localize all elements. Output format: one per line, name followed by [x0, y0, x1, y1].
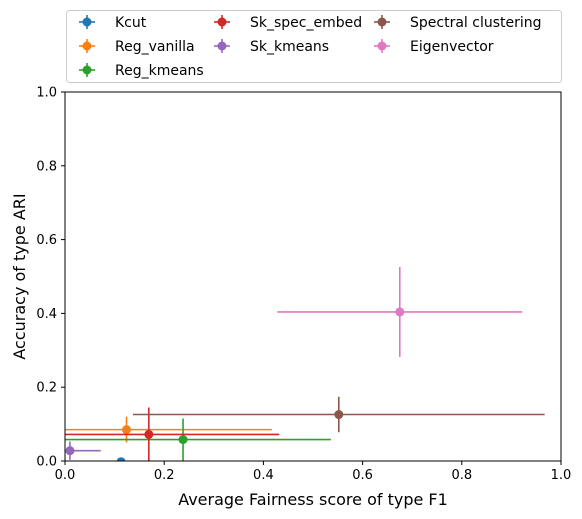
legend-item: Sk_spec_embed	[214, 15, 362, 31]
series-group	[65, 266, 545, 461]
series-1	[65, 416, 272, 443]
y-tick-label: 0.2	[36, 381, 57, 396]
legend-label: Sk_kmeans	[250, 39, 329, 55]
x-axis: 0.0 0.2 0.4 0.6 0.8 1.0	[55, 461, 572, 483]
y-tick-label: 0.0	[36, 455, 57, 470]
x-tick-label: 0.8	[451, 468, 472, 483]
y-tick-label: 1.0	[36, 86, 57, 101]
legend-item: Kcut	[79, 15, 147, 31]
y-tick-label: 0.8	[36, 159, 57, 174]
x-tick-label: 0.4	[253, 468, 274, 483]
y-axis-title: Accuracy of type ARI	[10, 193, 29, 359]
legend-item: Eigenvector	[374, 39, 494, 55]
series-5	[132, 396, 545, 433]
series-3	[65, 407, 280, 461]
legend-label: Sk_spec_embed	[250, 15, 362, 31]
data-point	[122, 425, 132, 435]
legend-label: Reg_kmeans	[115, 63, 204, 79]
y-axis: 0.0 0.2 0.4 0.6 0.8 1.0	[36, 86, 65, 470]
series-4	[65, 441, 101, 460]
legend: Kcut Reg_vanilla Reg_kmeans Sk_spec_embed Sk…	[66, 10, 562, 83]
plot-area	[64, 91, 562, 462]
legend-label: Reg_vanilla	[115, 39, 195, 55]
y-tick-label: 0.4	[36, 307, 57, 322]
legend-marker	[217, 41, 227, 51]
legend-marker	[82, 65, 92, 75]
series-6	[277, 266, 523, 357]
series-0	[65, 457, 213, 461]
legend-frame	[66, 10, 562, 83]
plot-frame	[64, 91, 562, 462]
series-2	[65, 418, 331, 461]
legend-marker	[377, 17, 387, 27]
legend-item: Spectral clustering	[374, 15, 542, 31]
x-axis-title: Average Fairness score of type F1	[178, 490, 448, 509]
legend-label: Kcut	[115, 15, 147, 31]
legend-marker	[82, 17, 92, 27]
y-tick-label: 0.6	[36, 233, 57, 248]
legend-label: Spectral clustering	[410, 15, 542, 31]
legend-marker	[217, 17, 227, 27]
legend-label: Eigenvector	[410, 39, 494, 55]
legend-marker	[377, 41, 387, 51]
data-point	[116, 457, 126, 461]
x-tick-label: 0.6	[352, 468, 373, 483]
legend-item: Sk_kmeans	[214, 39, 329, 55]
legend-marker	[82, 41, 92, 51]
x-tick-label: 0.0	[55, 468, 76, 483]
x-tick-label: 0.2	[154, 468, 175, 483]
data-point	[144, 429, 154, 439]
legend-item: Reg_kmeans	[79, 63, 204, 79]
data-point	[334, 410, 344, 420]
x-tick-label: 1.0	[551, 468, 572, 483]
legend-item: Reg_vanilla	[79, 39, 195, 55]
data-point	[65, 446, 75, 456]
data-point	[178, 435, 188, 445]
data-point	[395, 307, 405, 317]
